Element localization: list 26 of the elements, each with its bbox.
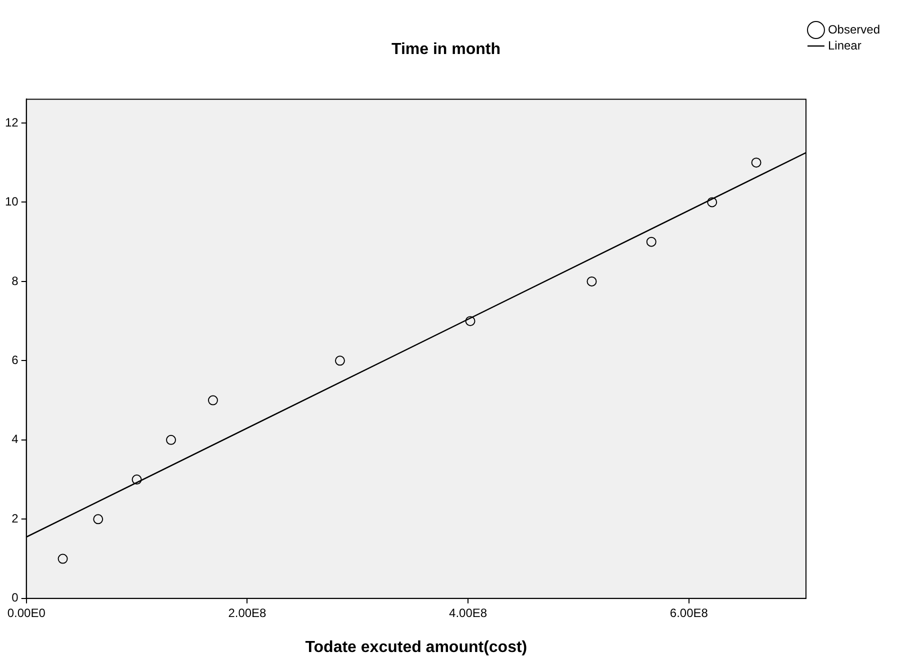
point — [751, 158, 762, 168]
point — [586, 276, 597, 286]
legend-label: Observed — [828, 22, 880, 36]
point — [93, 514, 104, 524]
point — [646, 236, 656, 247]
point — [334, 356, 345, 366]
x-tick-label: 4.00E8 — [449, 606, 488, 620]
y-tick-label: 10 — [4, 194, 19, 209]
legend-label: Linear — [828, 38, 862, 52]
x-tick-label: 0.00E0 — [7, 606, 46, 620]
point — [465, 316, 476, 326]
x-tick-label: 2.00E8 — [228, 606, 267, 620]
y-tick-label: 2 — [12, 511, 19, 526]
point — [707, 197, 718, 208]
y-tick-label: 4 — [12, 432, 19, 446]
point — [166, 434, 176, 445]
point — [208, 395, 218, 406]
y-tick-label: 12 — [4, 115, 19, 130]
x-tick-label: 6.00E8 — [670, 606, 708, 620]
y-tick-label: 8 — [12, 274, 19, 288]
point — [132, 474, 142, 485]
point — [58, 554, 68, 564]
y-tick-label: 0 — [12, 590, 19, 605]
y-tick-label: 6 — [12, 353, 19, 367]
x-axis-title: Todate excuted amount(cost) — [305, 638, 528, 656]
chart-title: Time in month — [391, 41, 501, 58]
